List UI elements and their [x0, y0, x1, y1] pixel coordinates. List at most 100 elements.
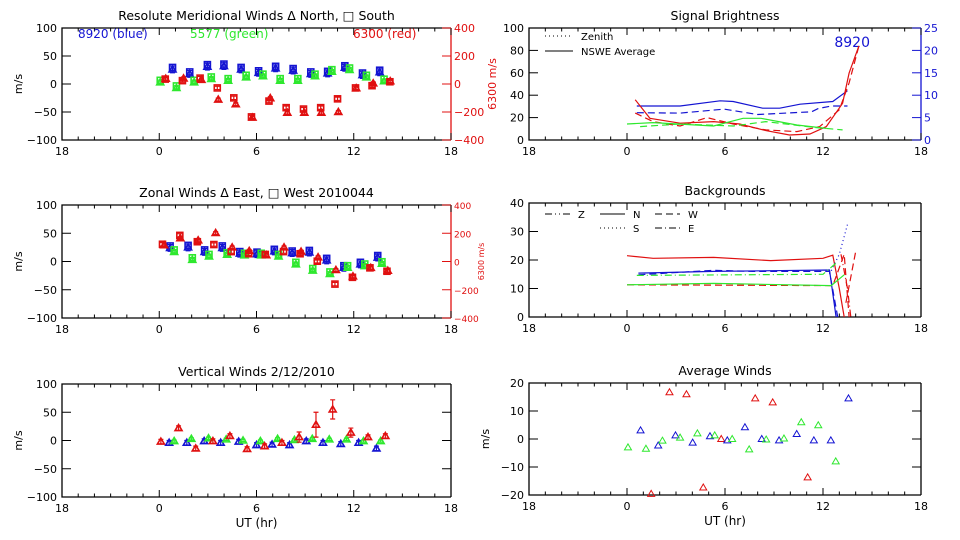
data-point-green	[326, 65, 337, 75]
data-point-blue	[236, 63, 246, 74]
square-marker	[292, 258, 300, 267]
triangle-marker	[641, 444, 651, 452]
triangle-marker	[325, 268, 335, 278]
plot-frame	[61, 204, 451, 319]
triangle-marker	[169, 435, 180, 445]
data-point-red	[368, 78, 379, 87]
y2-tick-label: 400	[454, 22, 475, 35]
triangle-marker	[809, 435, 819, 444]
data-point-red	[213, 84, 222, 92]
triangle-marker	[244, 245, 255, 255]
data-point-blue	[809, 435, 819, 444]
data-point-green	[223, 74, 234, 84]
triangle-marker	[688, 438, 698, 446]
y-tick-label: 0	[50, 78, 57, 91]
triangle-marker	[225, 430, 235, 440]
legend-label: Z	[578, 210, 585, 221]
triangle-marker	[236, 64, 246, 73]
data-point-green	[744, 444, 754, 453]
triangle-marker	[299, 107, 310, 116]
y-tick-label: 20	[510, 377, 524, 390]
triangle-marker	[275, 75, 286, 84]
triangle-marker	[310, 71, 320, 80]
y-tick-label: 20	[510, 254, 524, 267]
y2-tick-label: 20	[924, 44, 938, 57]
data-point-green	[290, 258, 301, 268]
data-point-green	[255, 435, 266, 445]
triangle-marker	[358, 435, 369, 445]
legend-label: N	[633, 210, 640, 221]
data-point-red	[333, 106, 344, 116]
x-tick-label: 18	[55, 502, 69, 515]
y2-tick-label: 15	[924, 67, 938, 80]
triangle-marker	[623, 442, 633, 451]
data-point-blue	[722, 435, 732, 444]
triangle-marker	[368, 78, 379, 87]
x-tick-label: 0	[624, 322, 631, 335]
triangle-marker	[342, 262, 353, 272]
triangle-marker	[693, 428, 702, 437]
triangle-marker	[277, 437, 287, 447]
triangle-marker	[710, 430, 720, 439]
y-axis-label: m/s	[479, 429, 492, 449]
y2-tick-label: 200	[454, 50, 475, 63]
error-bar	[214, 85, 220, 91]
data-point-green	[292, 74, 303, 84]
triangle-marker	[813, 420, 823, 429]
data-point-red	[385, 76, 396, 85]
square-marker	[203, 60, 212, 69]
triangle-marker	[186, 433, 197, 443]
triangle-marker	[259, 441, 270, 450]
triangle-marker	[372, 252, 383, 261]
triangle-marker	[223, 75, 234, 84]
y-tick-label: 50	[43, 227, 57, 240]
data-point-blue	[636, 425, 645, 434]
data-point-blue	[757, 434, 767, 442]
data-point-red	[155, 436, 166, 445]
triangle-marker	[304, 247, 315, 256]
y-tick-label: −10	[501, 461, 524, 474]
data-point-green	[641, 444, 651, 452]
data-point-red	[294, 431, 305, 443]
data-point-red	[348, 271, 358, 280]
data-point-blue	[217, 242, 228, 252]
square-marker	[360, 260, 369, 268]
data-point-red	[190, 443, 201, 452]
square-marker	[311, 70, 319, 78]
triangle-marker	[292, 75, 303, 84]
data-point-red	[646, 489, 656, 497]
triangle-marker	[316, 107, 327, 116]
triangle-marker	[379, 76, 389, 85]
square-marker	[218, 242, 227, 250]
data-point-blue	[671, 430, 680, 439]
data-point-red	[159, 240, 170, 249]
square-marker	[236, 247, 244, 256]
triangle-marker	[279, 242, 289, 251]
triangle-marker	[282, 107, 293, 116]
data-point-green	[377, 257, 387, 268]
triangle-marker	[208, 435, 218, 445]
triangle-marker	[169, 246, 180, 256]
data-point-green	[204, 250, 214, 260]
square-marker	[185, 68, 194, 76]
triangle-marker	[155, 436, 166, 445]
triangle-marker	[217, 242, 228, 252]
triangle-marker	[255, 435, 266, 445]
square-marker	[170, 246, 178, 254]
data-point-red	[716, 434, 726, 442]
triangle-marker	[327, 404, 338, 413]
square-marker	[188, 254, 197, 262]
square-marker	[375, 66, 384, 75]
square-marker	[205, 250, 213, 259]
series-line-red-dashdot	[840, 254, 852, 318]
triangle-marker	[671, 430, 680, 439]
data-point-blue	[792, 429, 802, 437]
legend-label: W	[688, 210, 698, 221]
series-line-blue-dashed	[636, 105, 848, 116]
square-marker	[362, 71, 371, 80]
x-tick-label: 6	[722, 322, 729, 335]
data-point-green	[761, 435, 771, 443]
y-axis-label: m/s	[12, 430, 25, 450]
